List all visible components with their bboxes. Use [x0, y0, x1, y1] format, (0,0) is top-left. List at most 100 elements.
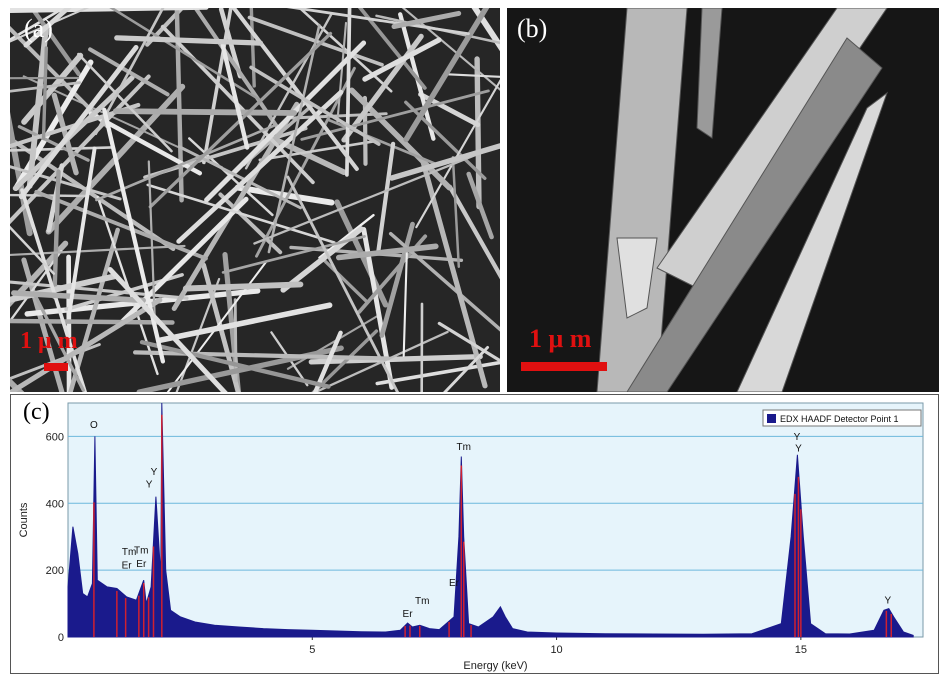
peak-label: Tm — [134, 545, 148, 556]
peak-label: Tm — [415, 596, 429, 607]
nanorod — [156, 302, 333, 344]
nanorod — [249, 8, 256, 88]
nanorod — [29, 8, 81, 77]
rod-shape — [626, 37, 883, 392]
y-tick-label: 400 — [46, 498, 64, 510]
rod-bundle-micrograph-b — [507, 8, 939, 392]
nanorod — [313, 330, 449, 392]
nanorod — [403, 8, 490, 143]
nanorod — [10, 8, 90, 43]
nanorod — [139, 340, 331, 389]
nanorod — [10, 377, 25, 392]
plot-area — [67, 402, 924, 638]
nanorod — [280, 226, 364, 293]
peak-label: Tm — [457, 442, 471, 453]
peak-label: Y — [146, 480, 153, 491]
sem-image-a: (a) 1 μ m — [10, 8, 500, 392]
nanorod — [401, 8, 500, 91]
nanorod — [10, 244, 186, 257]
nanorod — [221, 235, 366, 274]
nanorod — [220, 42, 250, 150]
nanorod — [21, 52, 84, 125]
nanorod — [176, 89, 344, 244]
nanorod — [388, 231, 500, 332]
nanorod — [319, 256, 369, 304]
peak-label: Tm — [122, 547, 136, 558]
nanorod — [41, 46, 48, 141]
nanorod — [415, 79, 500, 229]
nanorod — [345, 8, 352, 177]
nanorod — [17, 125, 90, 162]
nanorod — [335, 243, 439, 261]
nanorod — [290, 112, 388, 120]
nanorod — [234, 184, 335, 206]
nanorod — [376, 141, 396, 253]
nanorod — [286, 8, 470, 36]
scale-bar-a-label: 1 μ m — [20, 328, 78, 354]
nanorod — [391, 10, 462, 29]
nanorod — [233, 298, 238, 383]
nanorods-group — [10, 8, 500, 392]
nanorod — [102, 107, 166, 364]
nanorod — [132, 350, 391, 361]
nanorod — [267, 23, 321, 254]
nanorod — [26, 24, 49, 189]
y-axis-title: Counts — [18, 502, 30, 537]
nanorod — [379, 221, 415, 338]
x-tick-label: 5 — [309, 644, 315, 656]
peak-label: Y — [794, 432, 801, 443]
peak-label: Er — [136, 559, 147, 570]
nanorod — [420, 302, 424, 392]
nanorod — [375, 360, 500, 386]
nanorod — [308, 353, 483, 365]
nanorod — [107, 267, 228, 392]
nanorod — [10, 297, 163, 392]
nanorods-micrograph-a — [10, 8, 500, 392]
nanorod — [202, 8, 233, 165]
peak-label: Er — [403, 609, 414, 620]
nanorod — [23, 8, 72, 48]
nanorod — [34, 295, 85, 392]
nanorod — [20, 188, 88, 392]
nanorod — [52, 169, 61, 300]
peak-label: Y — [884, 596, 891, 607]
nanorod — [10, 8, 67, 42]
legend-swatch — [767, 414, 776, 423]
nanorod — [318, 213, 375, 259]
y-tick-label: 600 — [46, 431, 64, 443]
nanorod — [10, 136, 176, 251]
nanorod — [11, 290, 146, 304]
nanorod — [402, 248, 408, 357]
nanorod — [258, 139, 380, 162]
rod-shape — [616, 237, 658, 319]
nanorod — [389, 143, 500, 181]
sem-image-b: (b) 1 μ m — [507, 8, 939, 392]
nanorod — [21, 257, 65, 392]
peak-label: Y — [151, 467, 158, 478]
nanorod — [67, 146, 97, 316]
rod-shape — [596, 8, 688, 392]
x-tick-label: 10 — [550, 644, 562, 656]
nanorod — [231, 8, 359, 171]
scale-bar-a — [44, 363, 68, 371]
nanorod — [300, 89, 490, 141]
nanorod — [249, 65, 381, 146]
nanorod — [12, 75, 135, 191]
nanorod — [182, 281, 304, 292]
nanorod — [466, 171, 494, 240]
scale-bar-b-label: 1 μ m — [529, 324, 592, 353]
y-tick-label: 200 — [46, 565, 64, 577]
nanorod — [451, 156, 461, 268]
nanorod — [253, 149, 489, 245]
legend-label: EDX HAADF Detector Point 1 — [780, 414, 899, 424]
x-tick-label: 15 — [795, 644, 807, 656]
nanorod — [357, 8, 427, 90]
peak-label: O — [90, 420, 98, 431]
nanorod — [113, 108, 298, 116]
nanorod — [114, 35, 264, 46]
nanorod — [447, 184, 500, 280]
nanorod — [10, 8, 209, 13]
nanorod — [10, 165, 122, 201]
nanorod — [18, 44, 139, 200]
